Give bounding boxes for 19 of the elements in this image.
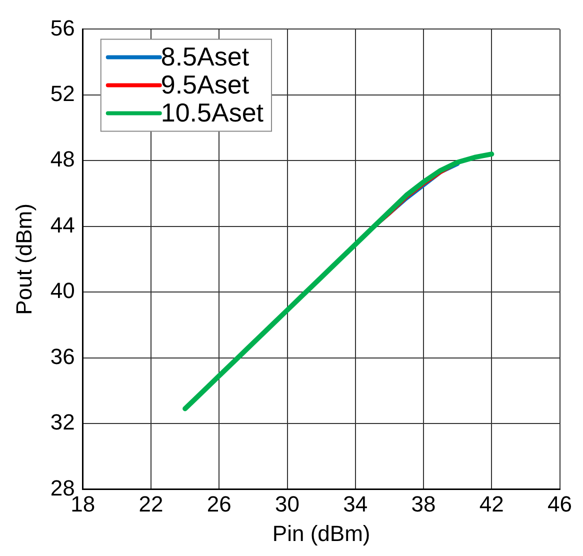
y-tick-label: 40 [50, 278, 75, 304]
y-tick-label: 32 [50, 410, 75, 435]
y-axis-title: Pout (dBm) [11, 204, 36, 315]
legend-label: 10.5Aset [160, 97, 264, 128]
y-tick-label: 56 [50, 15, 75, 40]
x-tick-label: 26 [206, 491, 232, 516]
x-tick-label: 34 [343, 491, 368, 516]
x-tick-label: 22 [138, 491, 164, 516]
x-tick-label: 30 [275, 491, 300, 516]
x-axis-title: Pin (dBm) [272, 520, 370, 546]
y-tick-label: 48 [50, 146, 75, 172]
y-tick-label: 52 [50, 80, 75, 106]
x-tick-label: 42 [479, 491, 504, 516]
y-tick-label: 44 [50, 212, 75, 238]
x-tick-label: 46 [548, 491, 572, 516]
x-tick-label: 38 [411, 491, 436, 516]
y-tick-label: 36 [50, 344, 75, 369]
legend-label: 8.5Aset [160, 41, 250, 72]
legend-label: 9.5Aset [160, 69, 250, 100]
